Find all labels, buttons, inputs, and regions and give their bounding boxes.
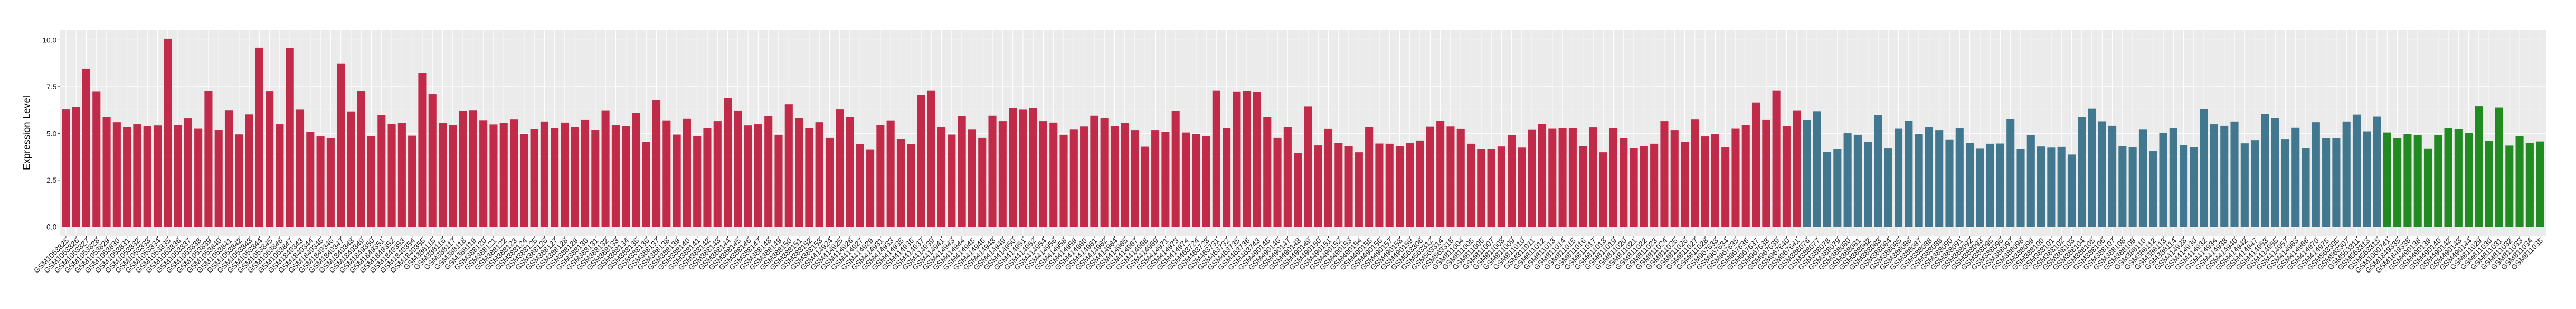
svg-text:0.0: 0.0 [46,222,57,231]
svg-text:10.0: 10.0 [42,35,56,44]
svg-text:2.5: 2.5 [46,176,57,184]
svg-text:Expression Level: Expression Level [21,96,32,170]
svg-text:7.5: 7.5 [46,82,57,91]
svg-text:5.0: 5.0 [46,129,57,137]
